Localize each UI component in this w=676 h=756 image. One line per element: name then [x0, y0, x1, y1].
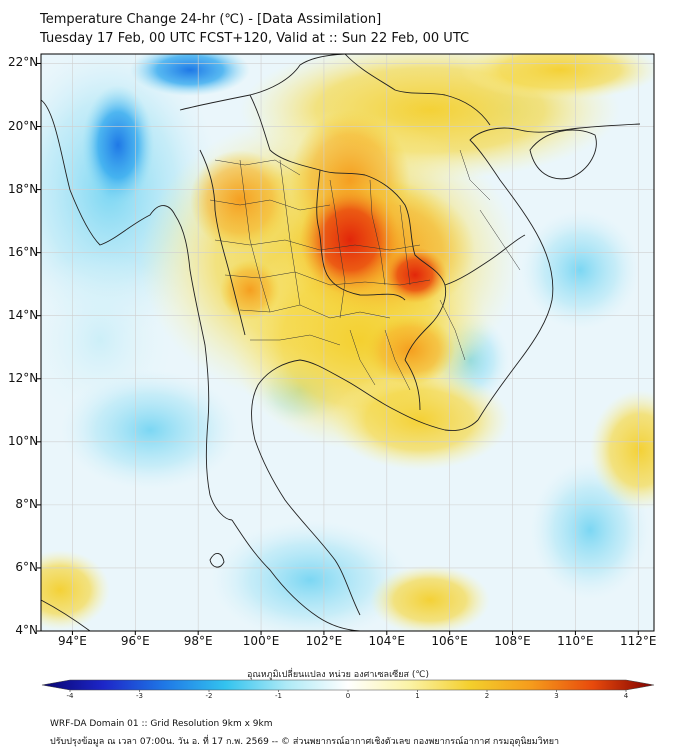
lon-tick-label: 98°E: [183, 634, 213, 648]
lat-tick-label: 20°N: [8, 118, 39, 133]
lat-tick-label: 16°N: [8, 244, 39, 259]
lon-tick-label: 110°E: [557, 634, 594, 648]
lon-tick-label: 102°E: [305, 634, 343, 648]
footer-domain-info: WRF-DA Domain 01 :: Grid Resolution 9km …: [50, 719, 273, 729]
map-title: Temperature Change 24-hr (℃) - [Data Ass…: [40, 12, 382, 27]
map-frame: [40, 53, 655, 632]
map-subtitle: Tuesday 17 Feb, 00 UTC FCST+120, Valid a…: [40, 31, 470, 46]
colorbar-tick-label: -3: [136, 692, 143, 700]
lat-tick-label: 6°N: [15, 559, 38, 574]
lat-tick-label: 14°N: [8, 307, 39, 322]
lon-tick-label: 100°E: [242, 634, 280, 648]
colorbar-tick-label: 3: [554, 692, 559, 700]
lon-tick-label: 106°E: [431, 634, 468, 648]
province-boundaries: [209, 149, 521, 391]
footer-credits: ปรับปรุงข้อมูล ณ เวลา 07:00น. วัน อ. ที่…: [50, 737, 560, 747]
temperature-field: [41, 54, 654, 631]
lat-lon-grid: [41, 54, 654, 631]
colorbar-tick-label: 1: [415, 692, 420, 700]
colorbar-tick-label: 2: [484, 692, 490, 700]
colorbar-tick-label: -4: [66, 692, 74, 700]
colorbar-label: อุณหภูมิเปลี่ยนแปลง หน่วย องศาเซลเซียส (…: [246, 670, 430, 680]
colorbar-tick-label: -2: [205, 692, 213, 700]
lat-tick-label: 12°N: [8, 370, 39, 385]
lon-tick-label: 96°E: [120, 634, 150, 648]
colorbar-tick-label: 0: [345, 692, 351, 700]
lon-tick-label: 94°E: [57, 634, 87, 648]
colorbar-tick-label: -1: [275, 692, 282, 700]
lat-tick-label: 18°N: [8, 181, 39, 196]
lat-tick-label: 8°N: [15, 496, 38, 511]
lat-tick-label: 10°N: [8, 433, 39, 448]
lon-tick-label: 112°E: [620, 634, 657, 648]
coastlines-borders: [41, 54, 641, 631]
lon-tick-label: 108°E: [494, 634, 531, 648]
lat-tick-label: 22°N: [8, 55, 39, 70]
colorbar: [41, 679, 655, 692]
lon-tick-label: 104°E: [368, 634, 406, 648]
colorbar-tick-label: 4: [623, 692, 629, 700]
lat-tick-label: 4°N: [15, 623, 38, 637]
